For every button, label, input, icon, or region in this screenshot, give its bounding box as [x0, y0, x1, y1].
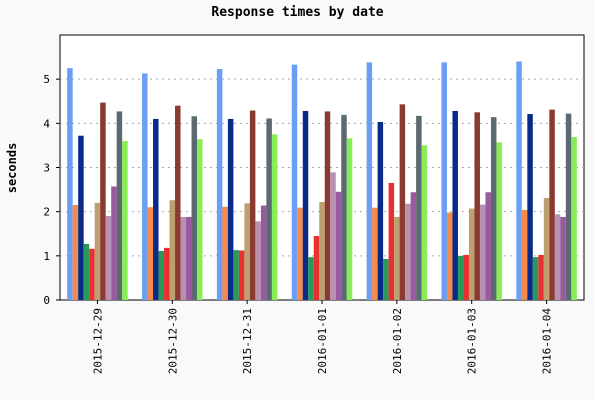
bar	[153, 118, 159, 300]
x-tick-label: 2015-12-31	[241, 308, 254, 374]
bar	[538, 254, 544, 300]
bar	[89, 248, 95, 300]
bar	[446, 212, 453, 300]
bar	[308, 257, 314, 300]
bar	[122, 141, 128, 300]
y-tick-label: 0	[43, 294, 50, 307]
bar	[571, 137, 577, 300]
bar	[319, 201, 325, 300]
x-tick-label: 2016-01-04	[541, 308, 554, 375]
y-tick-label: 3	[43, 162, 50, 175]
x-tick-label: 2015-12-29	[91, 308, 104, 374]
bar	[457, 255, 464, 300]
bar	[313, 235, 320, 300]
bar	[335, 191, 342, 300]
bar	[416, 115, 422, 300]
bar	[164, 247, 170, 300]
bar	[222, 206, 228, 300]
bar	[67, 68, 73, 301]
bar	[271, 134, 278, 301]
bar	[244, 203, 250, 300]
bar	[410, 192, 417, 300]
bar	[341, 114, 347, 300]
bar	[255, 221, 261, 300]
bar	[238, 250, 245, 300]
bar	[479, 204, 486, 300]
bar	[543, 197, 550, 300]
y-tick-label: 5	[43, 73, 50, 86]
bar	[516, 61, 522, 300]
x-tick-label: 2016-01-02	[391, 308, 404, 374]
bar	[216, 69, 223, 300]
bar	[191, 116, 198, 301]
y-tick-label: 1	[43, 250, 50, 263]
bar	[72, 205, 79, 300]
bar	[521, 209, 528, 300]
bar	[421, 145, 428, 300]
bar	[266, 118, 272, 300]
bar	[197, 139, 203, 300]
bar	[532, 257, 539, 300]
bar	[175, 105, 181, 300]
bar	[94, 202, 101, 300]
bar	[463, 254, 469, 300]
x-tick-label: 2016-01-01	[316, 308, 329, 374]
bar	[441, 62, 447, 300]
bar	[249, 110, 256, 300]
bar	[474, 112, 480, 300]
bar	[83, 243, 90, 300]
bar	[227, 118, 234, 300]
bar	[147, 207, 154, 300]
bar	[405, 203, 411, 300]
bar	[366, 62, 373, 300]
bar	[527, 114, 533, 300]
bar	[158, 250, 165, 300]
bar	[169, 200, 176, 300]
bar	[260, 205, 267, 300]
bar	[324, 111, 331, 300]
bar	[560, 216, 566, 300]
bar	[302, 110, 309, 300]
bar	[116, 111, 123, 300]
bar	[394, 216, 400, 300]
bar	[330, 172, 336, 300]
bar	[233, 250, 239, 300]
bar	[78, 135, 84, 300]
y-tick-label: 2	[43, 206, 50, 219]
bar	[297, 207, 303, 300]
bar	[105, 216, 112, 300]
bar	[549, 109, 555, 300]
bar	[372, 207, 378, 300]
bar	[490, 117, 497, 301]
bar	[554, 214, 561, 300]
bar	[142, 73, 148, 301]
bar	[100, 102, 106, 300]
bar	[383, 258, 389, 300]
y-tick-label: 4	[43, 117, 50, 130]
bar	[452, 110, 458, 300]
bar	[496, 142, 502, 300]
bar	[180, 216, 187, 300]
bar	[346, 138, 353, 300]
bar	[388, 182, 395, 300]
bar	[485, 192, 491, 300]
x-tick-label: 2016-01-03	[466, 308, 479, 374]
chart-title: Response times by date	[211, 5, 384, 20]
bar	[186, 216, 192, 300]
bars	[67, 61, 577, 301]
bar	[399, 104, 406, 300]
x-axis: 2015-12-29 2015-12-30 2015-12-31 2016-01-01…	[91, 300, 554, 375]
bar	[291, 64, 298, 300]
bar	[565, 113, 572, 301]
bar	[111, 186, 117, 300]
x-tick-label: 2015-12-30	[166, 308, 179, 374]
bar	[377, 122, 384, 300]
bar	[468, 208, 475, 300]
y-axis-label: seconds	[5, 143, 19, 194]
y-axis: 0 1 2 3 4 5	[43, 73, 60, 307]
